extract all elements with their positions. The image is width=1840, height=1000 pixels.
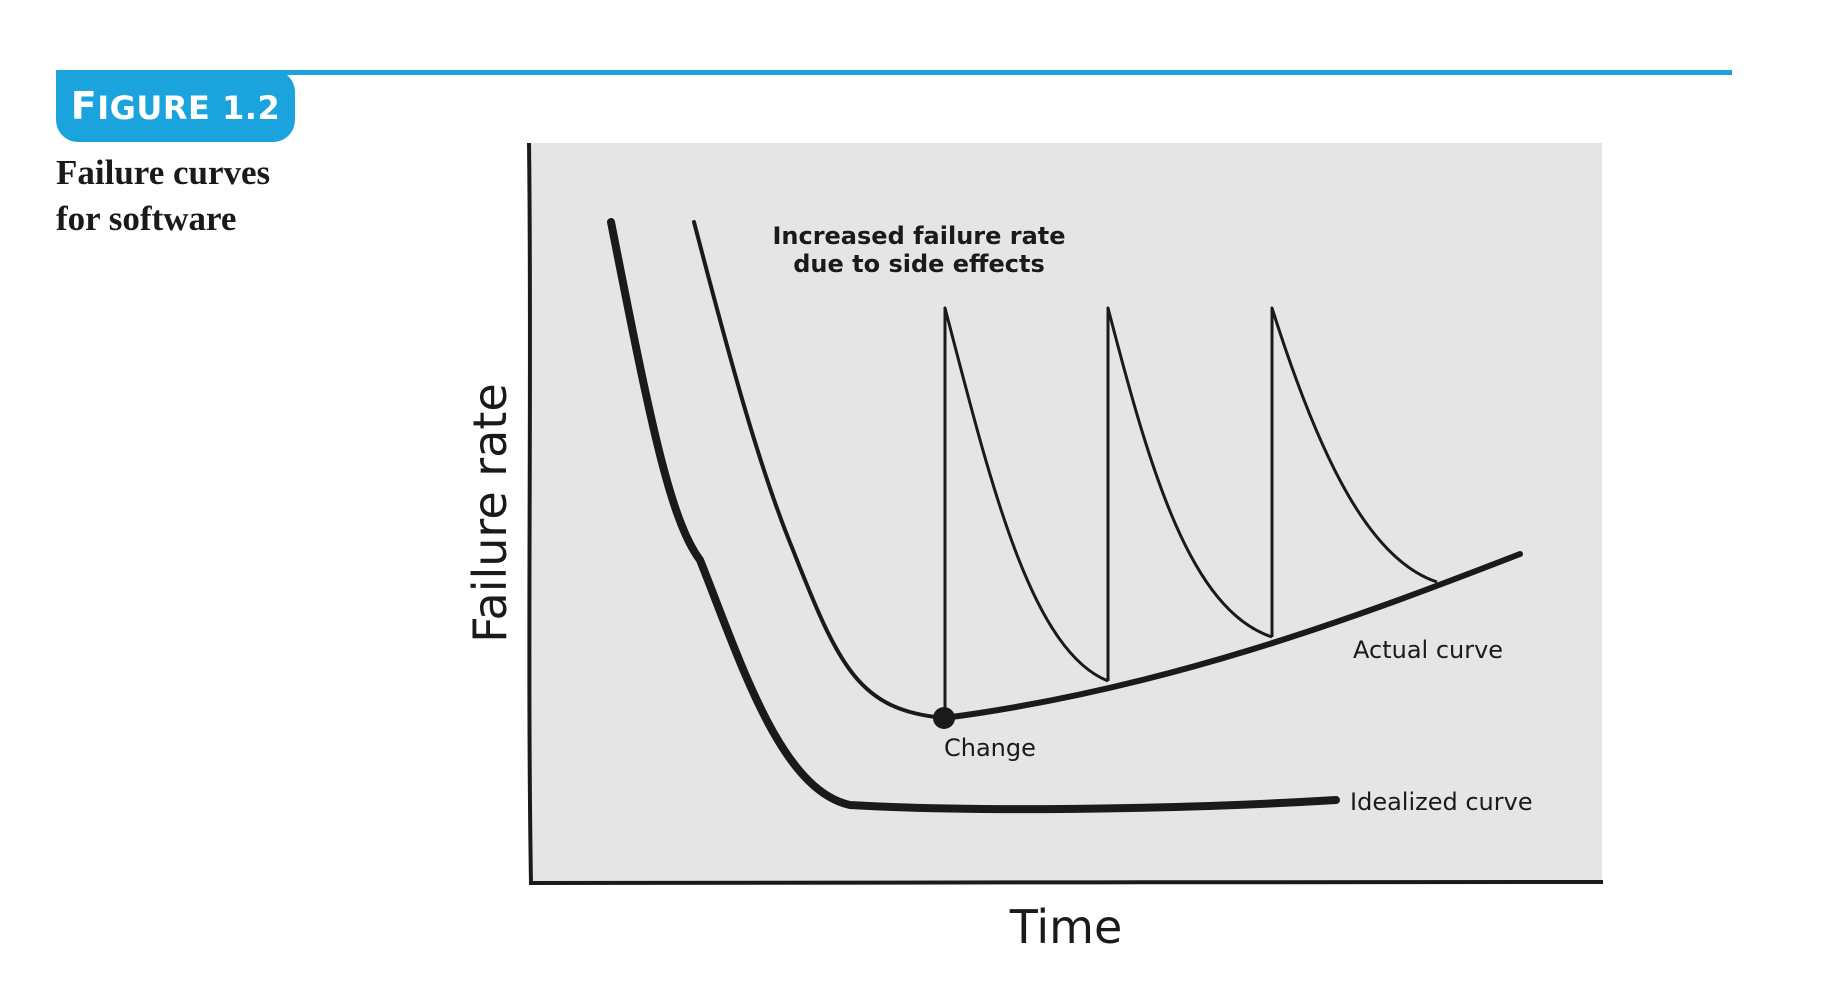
side-effect-spike-2: [1106, 306, 1273, 681]
idealized-curve-label: Idealized curve: [1350, 788, 1533, 816]
x-axis-label: Time: [1009, 900, 1123, 954]
figure-badge-initial: F: [70, 84, 98, 128]
actual-curve-initial: [692, 220, 946, 720]
side-effect-spike-1: [943, 306, 1109, 718]
x-axis: [528, 879, 1604, 886]
header-rule: [56, 70, 1732, 75]
y-axis-label: Failure rate: [463, 383, 517, 642]
change-point-marker: [933, 707, 955, 729]
annotation-line-1: Increased failure rate: [772, 222, 1065, 250]
annotation-line-2: due to side effects: [793, 250, 1045, 278]
change-label: Change: [944, 734, 1036, 762]
caption-line-2: for software: [56, 199, 237, 238]
y-axis: [527, 142, 533, 885]
figure-caption: Failure curves for software: [56, 150, 356, 242]
idealized-curve: [607, 218, 1340, 814]
side-effect-spike-3: [1270, 306, 1438, 637]
actual-curve-baseline: [941, 551, 1523, 721]
figure-badge-text: IGURE 1.2: [97, 89, 281, 127]
plot-area: [530, 143, 1602, 883]
figure-badge: FIGURE 1.2: [56, 70, 295, 142]
caption-line-1: Failure curves: [56, 153, 271, 192]
actual-curve-label: Actual curve: [1353, 636, 1503, 664]
